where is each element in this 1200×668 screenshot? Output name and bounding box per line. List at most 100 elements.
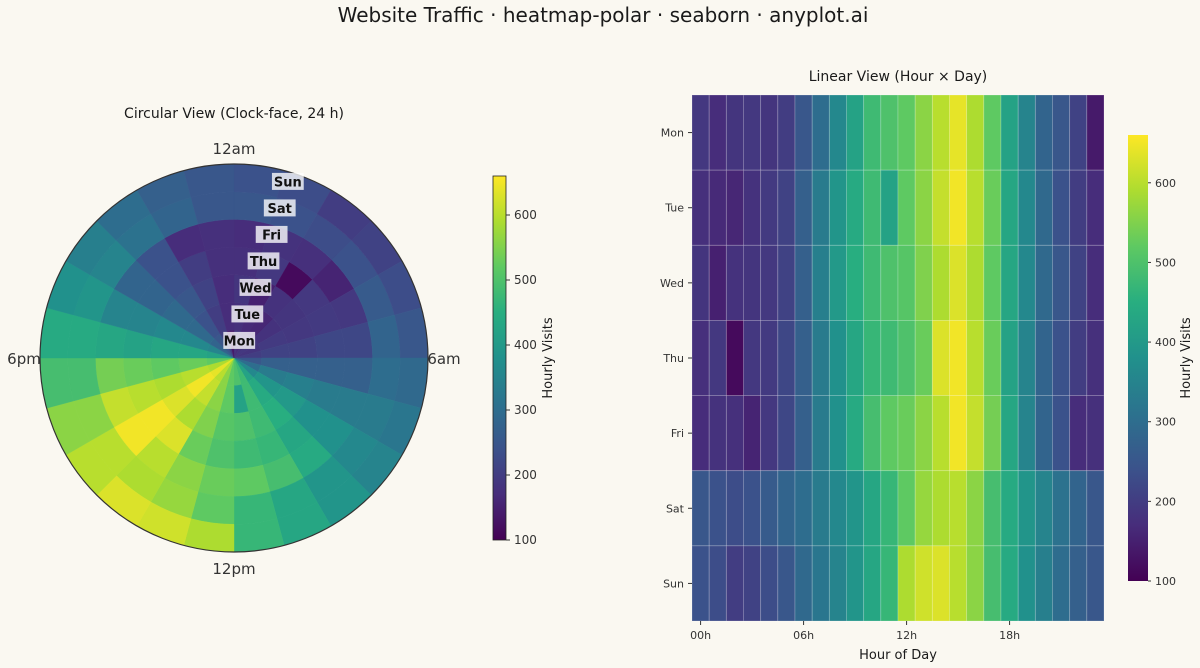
linear-cell [760, 470, 779, 547]
linear-cell [1034, 94, 1053, 171]
polar-day-labels: Mon Tue Wed Thu Fri Sat Sun [223, 172, 304, 349]
linear-cell [725, 320, 744, 396]
clock-label: 12am [213, 140, 256, 158]
linear-cell [983, 244, 1002, 321]
linear-cell [931, 545, 950, 622]
linear-cell [828, 320, 847, 396]
polar-cell [190, 491, 235, 525]
linear-cell [1069, 244, 1088, 321]
linear-cell [777, 470, 796, 547]
linear-cell [691, 94, 710, 171]
linear-cell [691, 395, 710, 472]
linear-cell [1069, 545, 1088, 622]
linear-cell [725, 94, 744, 171]
linear-cell [794, 320, 813, 396]
linear-cell [880, 470, 899, 547]
clock-label: 12pm [212, 560, 255, 578]
linear-cell [691, 244, 710, 321]
linear-cell [1069, 320, 1088, 396]
linear-cell [777, 545, 796, 622]
linear-colorbar-ticks: 100 200 300 400 500 600 [1148, 177, 1176, 588]
linear-cell [725, 395, 744, 472]
polar-outline [39, 163, 429, 553]
polar-colorbar-ticks: 100 200 300 400 500 600 [506, 208, 537, 547]
clock-label: 6am [427, 350, 460, 368]
linear-cell [863, 395, 882, 472]
linear-cell [1069, 169, 1088, 246]
linear-cell [811, 470, 830, 547]
linear-cell [897, 470, 916, 547]
linear-cell [1052, 244, 1071, 321]
colorbar-tick-label: 300 [1155, 416, 1176, 429]
linear-cell [760, 545, 779, 622]
linear-cell [949, 545, 968, 622]
linear-cell [708, 470, 727, 547]
polar-colorbar-label: Hourly Visits [541, 317, 556, 398]
linear-cell [1034, 169, 1053, 246]
linear-cell [1052, 320, 1071, 396]
y-tick-label: Fri [671, 427, 684, 440]
linear-cell [777, 244, 796, 321]
linear-cell [897, 244, 916, 321]
linear-cell [897, 94, 916, 171]
polar-cell [67, 357, 101, 402]
linear-cell [880, 395, 899, 472]
x-tick-label: 12h [896, 629, 917, 642]
linear-cell [760, 244, 779, 321]
linear-cell [760, 395, 779, 472]
x-tick-label: 18h [999, 629, 1020, 642]
linear-cell [863, 545, 882, 622]
linear-cell [1086, 320, 1105, 396]
polar-day-label: Sat [268, 202, 292, 217]
linear-cell [811, 545, 830, 622]
linear-cell [846, 545, 865, 622]
polar-cells [39, 163, 429, 553]
linear-cell [1086, 470, 1105, 547]
linear-cell [966, 545, 985, 622]
linear-cell [966, 470, 985, 547]
clock-label: 6pm [7, 350, 41, 368]
linear-cell [691, 545, 710, 622]
linear-cell [949, 94, 968, 171]
linear-cell [794, 169, 813, 246]
y-tick-label: Thu [662, 352, 684, 365]
linear-colorbar: 100 200 300 400 500 600 Hourly Visits [1128, 135, 1194, 588]
linear-cell [846, 470, 865, 547]
linear-cell [983, 545, 1002, 622]
y-tick-label: Sat [666, 502, 685, 515]
linear-cell [1017, 470, 1036, 547]
linear-cell [811, 395, 830, 472]
linear-chart: Linear View (Hour × Day) Mon Tue Wed Thu Fri… [660, 69, 1105, 663]
linear-cell [691, 169, 710, 246]
x-tick-label: 06h [793, 629, 814, 642]
linear-cell [931, 94, 950, 171]
linear-cell [811, 169, 830, 246]
polar-day-label-bg [231, 305, 264, 323]
linear-cell [708, 320, 727, 396]
linear-cell [931, 395, 950, 472]
linear-cell [708, 94, 727, 171]
polar-cell [233, 491, 278, 525]
linear-cell [1000, 169, 1019, 246]
linear-cell [1000, 320, 1019, 396]
linear-cell [914, 395, 933, 472]
linear-cell [794, 545, 813, 622]
clock-labels: 12am 6am 12pm 6pm [7, 140, 461, 578]
linear-cell [846, 320, 865, 396]
polar-chart-title: Circular View (Clock-face, 24 h) [124, 106, 344, 122]
linear-cell [949, 470, 968, 547]
linear-cell [983, 395, 1002, 472]
linear-cell [725, 545, 744, 622]
linear-cell [983, 470, 1002, 547]
linear-cell [1086, 169, 1105, 246]
linear-cell [828, 169, 847, 246]
linear-cell [863, 244, 882, 321]
polar-cell [367, 357, 401, 402]
linear-x-axis-label: Hour of Day [859, 648, 937, 663]
linear-cell [828, 94, 847, 171]
linear-cell [949, 320, 968, 396]
polar-day-label-bg [247, 252, 280, 270]
polar-day-label: Tue [235, 308, 261, 323]
linear-cell [1017, 94, 1036, 171]
